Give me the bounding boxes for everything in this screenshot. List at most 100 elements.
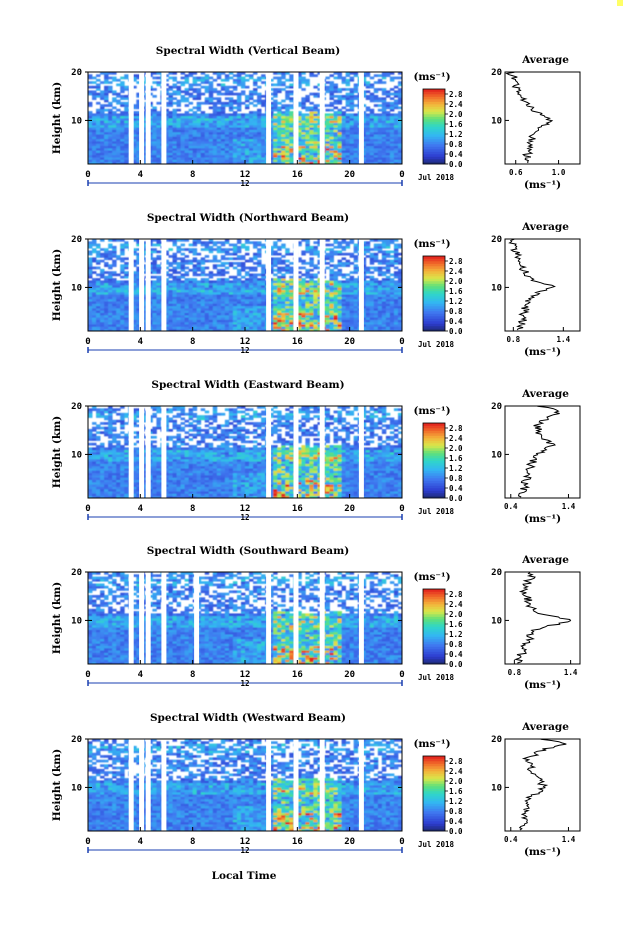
heatmap-cell [393, 76, 399, 80]
heatmap-cell [317, 83, 322, 87]
heatmap-cell [285, 111, 290, 114]
heatmap-cell [369, 134, 375, 137]
heatmap-cell [269, 122, 274, 126]
heatmap-cell [253, 92, 258, 96]
heatmap-cell [184, 159, 190, 163]
heatmap-cell [381, 150, 387, 153]
colorbar-segment [423, 121, 445, 125]
heatmap-cell [116, 78, 121, 82]
heatmap-cell [88, 74, 93, 77]
heatmap-cell [349, 76, 355, 80]
heatmap-cell [236, 134, 242, 137]
heatmap-cell [289, 78, 294, 82]
heatmap-cell [341, 273, 347, 277]
heatmap-cell [377, 239, 383, 242]
heatmap-cell [88, 303, 93, 307]
heatmap-cell [341, 326, 347, 330]
heatmap-cell [309, 282, 314, 286]
heatmap-cell [273, 136, 278, 140]
heatmap-cell [309, 275, 314, 279]
heatmap-cell [116, 321, 121, 325]
heatmap-cell [301, 101, 306, 105]
heatmap-cell [289, 262, 294, 265]
heatmap-cell [104, 152, 109, 156]
heatmap-cell [168, 273, 173, 277]
heatmap-cell [212, 118, 218, 121]
heatmap-cell [184, 298, 190, 302]
heatmap-cell [373, 301, 379, 304]
heatmap-cell [208, 314, 214, 318]
heatmap-cell [325, 143, 330, 146]
heatmap-cell [345, 326, 351, 330]
heatmap-cell [96, 326, 101, 330]
heatmap-cell [281, 118, 286, 121]
heatmap-cell [285, 161, 290, 165]
heatmap-cell [176, 122, 181, 126]
heatmap-cell [176, 248, 181, 251]
heatmap-cell [180, 289, 186, 293]
heatmap-cell [345, 120, 351, 123]
heatmap-cell [228, 301, 234, 304]
heatmap-cell [192, 143, 198, 146]
heatmap-cell [365, 287, 371, 290]
heatmap-cell [297, 152, 302, 156]
heatmap-cell [253, 118, 258, 121]
heatmap-cell [220, 83, 226, 87]
heatmap-cell [152, 289, 157, 293]
heatmap-cell [341, 287, 347, 290]
heatmap-cell [273, 106, 278, 110]
heatmap-cell [313, 305, 318, 309]
heatmap-cell [285, 143, 290, 146]
heatmap-cell [245, 131, 250, 135]
heatmap-cell [220, 296, 226, 300]
heatmap-cell [164, 122, 169, 126]
heatmap-cell [224, 78, 230, 82]
heatmap-cell [397, 122, 403, 126]
heatmap-cell [112, 328, 117, 332]
heatmap-cell [245, 134, 250, 137]
heatmap-cell [224, 298, 230, 302]
heatmap-cell [333, 111, 338, 114]
heatmap-cell [184, 145, 190, 149]
heatmap-cell [124, 280, 129, 284]
heatmap-cell [337, 115, 343, 119]
heatmap-cell [212, 305, 218, 309]
heatmap-cell [232, 157, 238, 160]
heatmap-cell [168, 291, 173, 295]
heatmap-cell [329, 152, 334, 156]
heatmap-cell [269, 314, 274, 318]
heatmap-cell [297, 157, 302, 160]
heatmap-cell [365, 136, 371, 140]
heatmap-cell [156, 266, 161, 270]
heatmap-cell [261, 291, 266, 295]
heatmap-cell [369, 301, 375, 304]
heatmap-cell [261, 104, 266, 107]
heatmap-cell [188, 127, 194, 130]
heatmap-cell [341, 324, 347, 327]
heatmap-cell [337, 243, 343, 247]
heatmap-cell [156, 81, 161, 84]
heatmap-cell [220, 294, 226, 297]
heatmap-cell [224, 154, 230, 158]
heatmap-cell [240, 122, 246, 126]
heatmap-cell [345, 92, 351, 96]
heatmap-cell [108, 278, 113, 281]
heatmap-cell [305, 314, 310, 318]
heatmap-cell [377, 157, 383, 160]
heatmap-cell [164, 111, 169, 114]
heatmap-cell [281, 303, 286, 307]
heatmap-cell [329, 97, 334, 100]
heatmap-cell [120, 248, 125, 251]
heatmap-cell [152, 118, 157, 121]
heatmap-cell [176, 159, 181, 163]
heatmap-cell [228, 99, 234, 103]
heatmap-cell [269, 252, 274, 256]
heatmap-cell [212, 124, 218, 128]
heatmap-cell [188, 154, 194, 158]
heatmap-cell [232, 129, 238, 133]
heatmap-cell [176, 129, 181, 133]
heatmap-cell [112, 115, 117, 119]
heatmap-cell [236, 159, 242, 163]
heatmap-cell [124, 319, 129, 323]
heatmap-cell [240, 266, 246, 270]
